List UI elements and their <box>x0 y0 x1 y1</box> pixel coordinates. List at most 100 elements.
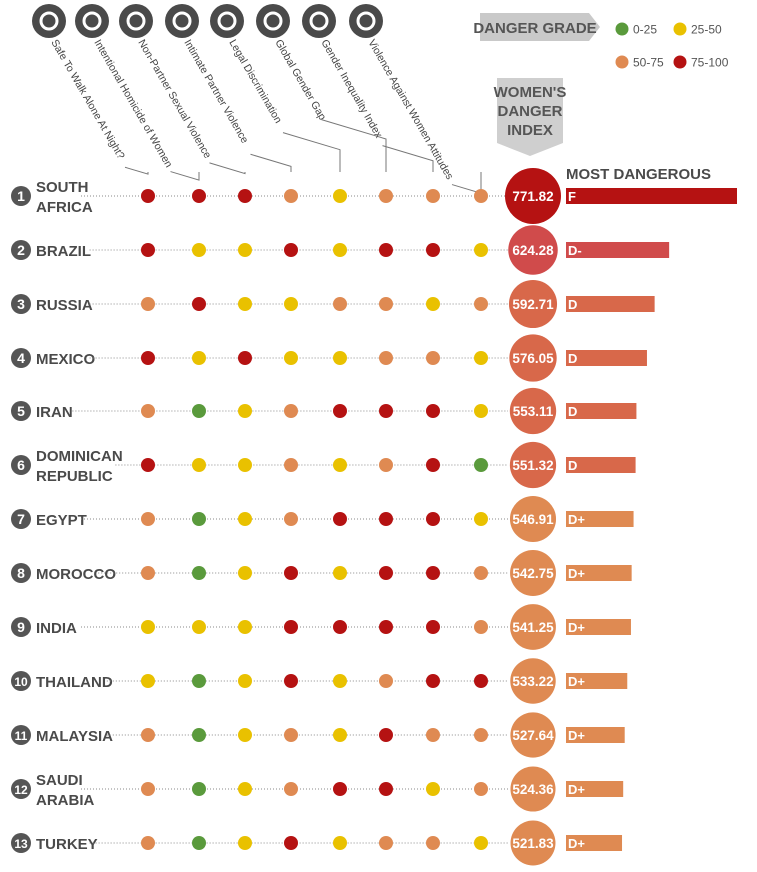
score-label: 546.91 <box>512 512 554 527</box>
grade-dot <box>192 566 206 580</box>
score-label: 624.28 <box>512 243 554 258</box>
indicator-label: Safe To Walk Alone At Night? <box>48 38 126 162</box>
rank-badge <box>11 509 31 529</box>
country-name: BRAZIL <box>36 243 91 260</box>
grade-dot <box>192 351 206 365</box>
index-header-line: WOMEN'S <box>494 84 567 101</box>
indicator-leader <box>282 132 341 172</box>
grade-dot <box>474 404 488 418</box>
grade-label: D <box>568 404 577 419</box>
country-row: 8 MOROCCO 542.75 D+ <box>11 550 632 596</box>
score-label: 551.32 <box>512 458 553 473</box>
country-row: 11 MALAYSIA 527.64 D+ <box>11 712 625 758</box>
indicator-leader <box>209 162 246 175</box>
grade-dot <box>238 782 252 796</box>
gun-icon <box>75 4 109 38</box>
score-circle <box>510 604 556 650</box>
pointing-hand-icon <box>32 4 66 38</box>
score-circle <box>509 387 557 435</box>
grade-dot <box>426 512 440 526</box>
rank-number: 13 <box>14 837 28 851</box>
country-name: RUSSIA <box>36 297 93 314</box>
country-name: MOROCCO <box>36 566 116 583</box>
grade-dot <box>474 243 488 257</box>
grade-dot <box>192 512 206 526</box>
grade-dot <box>284 836 298 850</box>
country-row: 4 MEXICO 576.05 D <box>11 334 647 382</box>
score-label: 576.05 <box>512 351 554 366</box>
icon-disc <box>32 4 66 38</box>
score-label: 592.71 <box>512 297 554 312</box>
grade-dot <box>141 351 155 365</box>
score-bar <box>566 673 628 689</box>
score-bar <box>566 350 647 366</box>
legend-label: 25-50 <box>691 23 722 37</box>
index-header: WOMEN'S DANGER INDEX MOST DANGEROUS <box>494 78 711 183</box>
rank-number: 1 <box>17 188 25 204</box>
legend-title-arrow <box>589 13 600 41</box>
grade-dot <box>284 351 298 365</box>
country-name: ARABIA <box>36 792 94 809</box>
grade-dot <box>474 297 488 311</box>
legend: DANGER GRADE 0-25 25-50 50-75 75-100 <box>473 13 729 70</box>
grade-dot <box>238 404 252 418</box>
legend-title: DANGER GRADE <box>473 20 596 37</box>
country-name: EGYPT <box>36 512 87 529</box>
grade-dot <box>426 404 440 418</box>
rank-number: 2 <box>17 242 25 258</box>
grade-dot <box>141 243 155 257</box>
grade-dot <box>284 189 298 203</box>
country-name: IRAN <box>36 404 73 421</box>
grade-dot <box>379 728 393 742</box>
grade-dot <box>474 836 488 850</box>
grade-dot <box>474 620 488 634</box>
score-label: 541.25 <box>512 620 554 635</box>
grade-dot <box>474 566 488 580</box>
rank-badge <box>11 725 31 745</box>
country-row: 5 IRAN 553.11 D <box>11 387 637 435</box>
indicator-leader <box>124 166 149 175</box>
score-label: 521.83 <box>512 836 554 851</box>
grade-dot <box>474 189 488 203</box>
grade-label: D- <box>568 243 582 258</box>
icon-glyph <box>356 11 376 31</box>
grade-dot <box>238 836 252 850</box>
country-row: 9 INDIA 541.25 D+ <box>11 604 631 650</box>
icon-disc <box>256 4 290 38</box>
grade-dot <box>474 782 488 796</box>
rank-badge <box>11 779 31 799</box>
grade-dot <box>192 458 206 472</box>
grade-dot <box>426 728 440 742</box>
grade-dot <box>379 243 393 257</box>
country-name: TURKEY <box>36 836 98 853</box>
grade-dot <box>379 674 393 688</box>
grade-dot <box>379 782 393 796</box>
icon-disc <box>75 4 109 38</box>
grade-dot <box>333 674 347 688</box>
grade-dot <box>333 620 347 634</box>
score-bar <box>566 457 636 473</box>
grade-dot <box>192 297 206 311</box>
score-label: 553.11 <box>513 404 554 419</box>
skull-icon <box>349 4 383 38</box>
indicator-label: Global Gender Gap <box>272 38 328 123</box>
grade-dot <box>141 620 155 634</box>
country-name: MALAYSIA <box>36 728 113 745</box>
grade-dot <box>192 243 206 257</box>
grade-dot <box>474 512 488 526</box>
capitol-icon <box>256 4 290 38</box>
rank-number: 4 <box>17 350 25 366</box>
score-bar <box>566 727 625 743</box>
grade-dot <box>333 404 347 418</box>
icon-glyph <box>82 11 102 31</box>
country-name: DOMINICAN <box>36 448 123 465</box>
grade-dot <box>379 620 393 634</box>
grade-dot <box>284 404 298 418</box>
grade-dot <box>192 620 206 634</box>
grade-dot <box>379 836 393 850</box>
grade-dot <box>192 674 206 688</box>
grade-dot <box>379 404 393 418</box>
country-name: MEXICO <box>36 351 96 368</box>
indicator-label: Intentional Homicide of Women <box>91 38 174 170</box>
